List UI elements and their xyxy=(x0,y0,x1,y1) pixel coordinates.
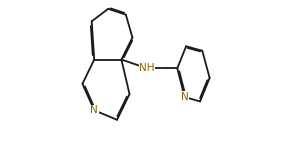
Text: N: N xyxy=(90,105,98,115)
Text: N: N xyxy=(181,92,189,102)
Text: NH: NH xyxy=(139,63,155,73)
